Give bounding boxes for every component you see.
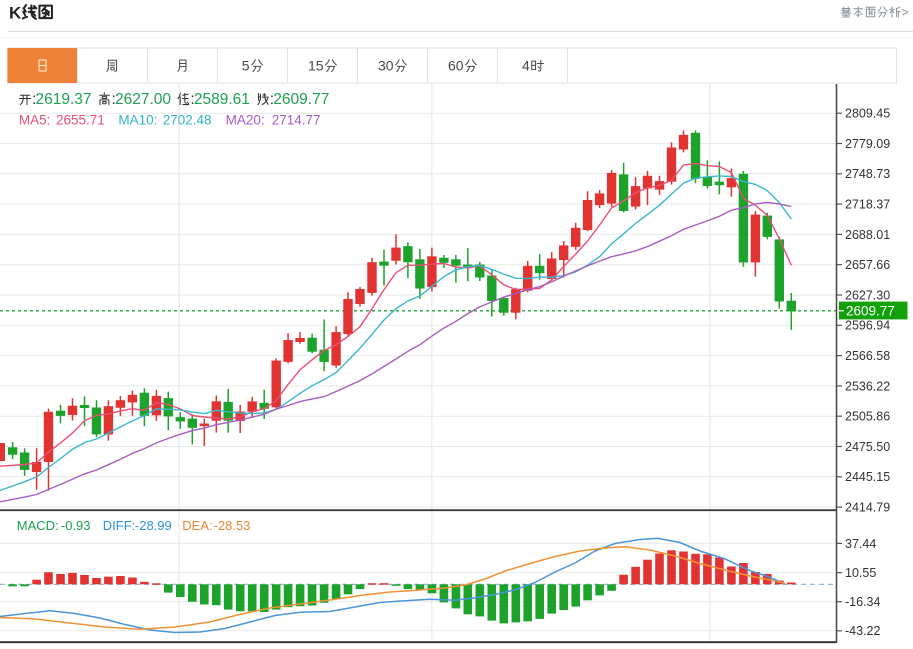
svg-text:MA5:: MA5:: [19, 112, 51, 127]
svg-text::: :: [190, 91, 194, 108]
svg-text:2718.37: 2718.37: [845, 198, 890, 212]
svg-text:-28.99: -28.99: [135, 518, 172, 533]
svg-text:-16.34: -16.34: [845, 595, 880, 609]
svg-text:-0.93: -0.93: [61, 518, 91, 533]
svg-text:5: 5: [242, 58, 250, 74]
svg-text:MA10:: MA10:: [118, 112, 157, 127]
svg-text:60: 60: [448, 58, 464, 74]
svg-text:2688.01: 2688.01: [845, 228, 890, 242]
svg-text:15: 15: [308, 58, 324, 74]
svg-text:2657.66: 2657.66: [845, 258, 890, 272]
svg-text:4: 4: [522, 58, 530, 74]
svg-text:2609.77: 2609.77: [273, 91, 329, 108]
svg-text:2414.79: 2414.79: [845, 501, 890, 515]
svg-text:2627.00: 2627.00: [115, 91, 171, 108]
svg-text:MA20:: MA20:: [226, 112, 265, 127]
svg-text:10.55: 10.55: [845, 566, 876, 580]
svg-text::: :: [112, 91, 116, 108]
svg-text:2609.77: 2609.77: [846, 304, 895, 319]
svg-text:MACD:: MACD:: [17, 518, 59, 533]
svg-text:2589.61: 2589.61: [194, 91, 250, 108]
svg-text:DIFF:: DIFF:: [103, 518, 136, 533]
svg-text:30: 30: [378, 58, 394, 74]
svg-text:2809.45: 2809.45: [845, 107, 890, 121]
svg-text:DEA:: DEA:: [182, 518, 212, 533]
svg-text:2445.15: 2445.15: [845, 470, 890, 484]
svg-text:2779.09: 2779.09: [845, 137, 890, 151]
svg-text:2619.37: 2619.37: [36, 91, 92, 108]
svg-text:2536.22: 2536.22: [845, 379, 890, 393]
svg-text:2702.48: 2702.48: [163, 112, 212, 127]
svg-text:2475.50: 2475.50: [845, 440, 890, 454]
svg-text:K: K: [9, 4, 22, 23]
svg-text:2596.94: 2596.94: [845, 319, 890, 333]
svg-text:2714.77: 2714.77: [272, 112, 321, 127]
svg-text:2655.71: 2655.71: [56, 112, 105, 127]
svg-text::: :: [32, 91, 36, 108]
svg-text:2566.58: 2566.58: [845, 349, 890, 363]
svg-text:2627.30: 2627.30: [845, 288, 890, 302]
svg-text:-43.22: -43.22: [845, 624, 880, 638]
svg-text::: :: [270, 91, 274, 108]
svg-text:-28.53: -28.53: [214, 518, 251, 533]
svg-text:2748.73: 2748.73: [845, 167, 890, 181]
svg-text:>: >: [902, 5, 909, 19]
svg-text:2505.86: 2505.86: [845, 410, 890, 424]
svg-text:37.44: 37.44: [845, 537, 876, 551]
